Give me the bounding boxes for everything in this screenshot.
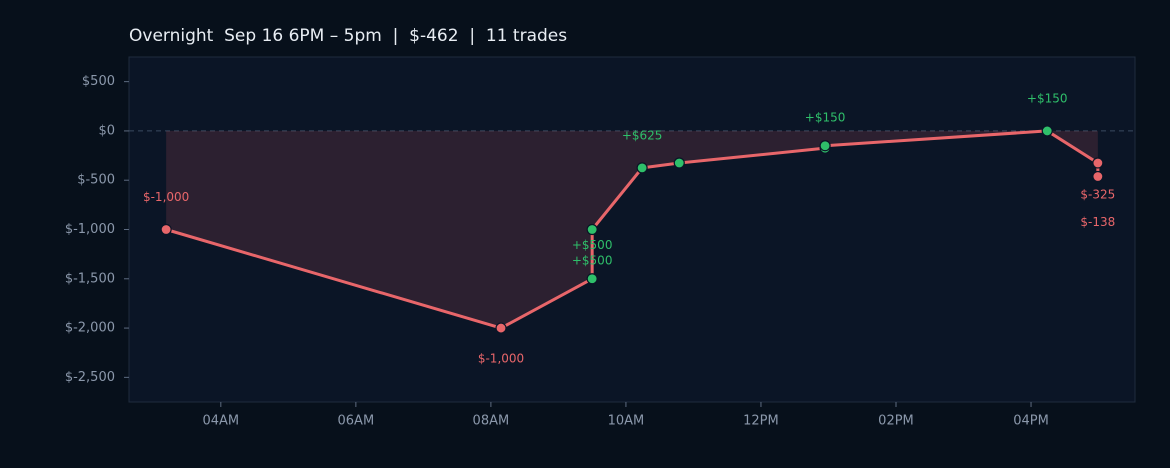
trade-label: +$150 [805, 111, 846, 125]
trade-label: +$150 [1027, 91, 1068, 105]
trade-label: $-138 [1080, 215, 1115, 229]
x-tick-label: 02PM [878, 414, 914, 429]
x-tick-label: 10AM [608, 414, 645, 429]
area [166, 130, 1098, 329]
x-tick-label: 04PM [1013, 414, 1049, 429]
trade-label: $-325 [1080, 187, 1115, 201]
trade-label: +$625 [622, 128, 663, 142]
point [673, 157, 685, 169]
chart-title: Overnight Sep 16 6PM – 5pm | $-462 | 11 … [129, 26, 567, 46]
trade-label: $-1,000 [478, 352, 524, 366]
trade-label: +$500 [572, 253, 613, 267]
trade-label: $-1,000 [143, 190, 189, 204]
point [495, 322, 507, 334]
point [636, 162, 648, 174]
point [1041, 125, 1053, 137]
point [1092, 170, 1104, 183]
x-tick-label: 04AM [202, 414, 239, 429]
point [586, 223, 598, 236]
y-tick-label: $500 [82, 74, 115, 89]
plot-area [128, 56, 1136, 403]
x-tick-label: 06AM [338, 414, 375, 429]
y-tick-label: $0 [98, 123, 115, 138]
y-tick-label: $-500 [77, 173, 115, 188]
point [586, 273, 598, 285]
x-tick-label: 12PM [743, 414, 779, 429]
point [819, 140, 831, 152]
y-tick-label: $-2,000 [65, 321, 115, 336]
y-tick-label: $-1,000 [65, 222, 115, 237]
point [1092, 157, 1104, 169]
y-tick-label: $-1,500 [65, 271, 115, 286]
trade-label: +$500 [572, 238, 613, 252]
x-tick-label: 08AM [473, 414, 510, 429]
point [160, 223, 172, 236]
y-tick-label: $-2,500 [65, 370, 115, 385]
